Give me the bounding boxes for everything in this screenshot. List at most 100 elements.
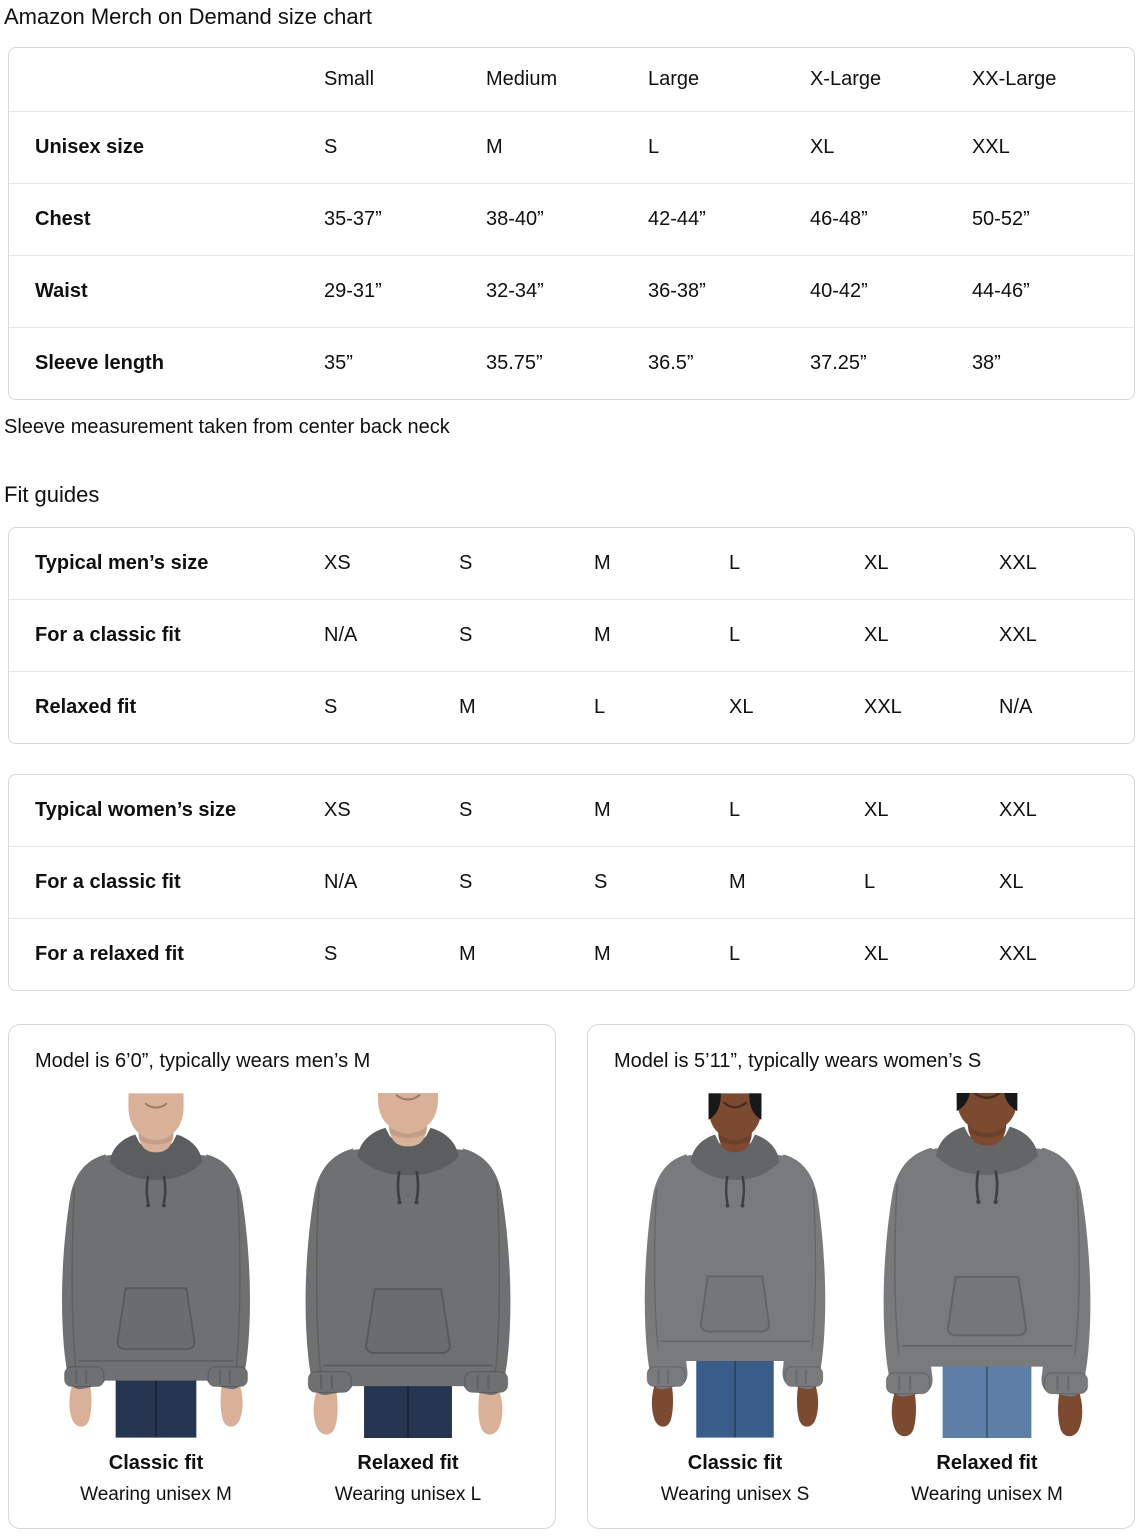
fit-guide-men-table-container: Typical men’s size XS S M L XL XXL For a… bbox=[8, 527, 1135, 744]
row-label: Waist bbox=[9, 255, 324, 328]
size-value: 37.25” bbox=[809, 327, 972, 399]
model-card-heading: Model is 6’0”, typically wears men’s M bbox=[35, 1050, 371, 1072]
model-card-women: Model is 5’11”, typically wears women’s … bbox=[587, 1024, 1135, 1529]
fit-value: M bbox=[594, 552, 611, 574]
size-value: L bbox=[647, 111, 810, 184]
fit-value: XL bbox=[999, 846, 1134, 919]
fit-value: M bbox=[459, 918, 594, 990]
fit-value: S bbox=[459, 846, 594, 919]
fit-value: S bbox=[324, 918, 459, 990]
model-figure-men-relaxed: Relaxed fit Wearing unisex L bbox=[285, 1093, 531, 1506]
wearing-size-label: Wearing unisex S bbox=[660, 1484, 810, 1505]
column-header-xx-large: XX-Large bbox=[971, 68, 1057, 90]
size-value: 32-34” bbox=[485, 255, 648, 328]
hoodie-model-illustration bbox=[612, 1093, 858, 1438]
fit-guide-women-table: Typical women’s size XS S M L XL XXL For… bbox=[9, 775, 1134, 990]
fit-guide-men-table: Typical men’s size XS S M L XL XXL For a… bbox=[9, 528, 1134, 743]
fit-value: S bbox=[459, 599, 594, 672]
fit-value: XXL bbox=[999, 799, 1037, 821]
size-value: S bbox=[324, 111, 486, 184]
row-label: Chest bbox=[9, 183, 324, 256]
size-value: 42-44” bbox=[647, 183, 810, 256]
fit-value: L bbox=[864, 846, 999, 919]
hoodie-model-illustration bbox=[33, 1093, 279, 1438]
fit-value: L bbox=[729, 599, 864, 672]
hoodie-model-illustration bbox=[285, 1093, 531, 1438]
column-header-x-large: X-Large bbox=[809, 68, 882, 90]
wearing-size-label: Wearing unisex L bbox=[334, 1484, 482, 1505]
fit-value: XXL bbox=[999, 552, 1037, 574]
fit-value: L bbox=[729, 918, 864, 990]
page-title: Amazon Merch on Demand size chart bbox=[4, 4, 373, 29]
table-row-women-relaxed-fit: For a relaxed fit S M M L XL XXL bbox=[9, 918, 1134, 990]
fit-value: XL bbox=[864, 599, 999, 672]
fit-value: M bbox=[459, 671, 594, 743]
size-value: XL bbox=[809, 111, 972, 184]
wearing-size-label: Wearing unisex M bbox=[911, 1484, 1063, 1505]
size-value: 36.5” bbox=[647, 327, 810, 399]
model-card-men: Model is 6’0”, typically wears men’s M C… bbox=[8, 1024, 556, 1529]
empty-header-cell bbox=[9, 48, 324, 112]
fit-value: N/A bbox=[999, 671, 1134, 743]
table-row-unisex-size: Unisex size S M L XL XXL bbox=[9, 111, 1134, 184]
model-figure-women-relaxed: Relaxed fit Wearing unisex M bbox=[864, 1093, 1110, 1506]
model-cards-row: Model is 6’0”, typically wears men’s M C… bbox=[8, 1024, 1135, 1529]
fit-value: XS bbox=[324, 799, 351, 821]
fit-value: L bbox=[594, 671, 729, 743]
size-value: M bbox=[485, 111, 648, 184]
size-value: 36-38” bbox=[647, 255, 810, 328]
size-value: 35” bbox=[324, 327, 486, 399]
fit-value: M bbox=[594, 599, 729, 672]
column-header-large: Large bbox=[647, 68, 700, 90]
table-row-men-classic-fit: For a classic fit N/A S M L XL XXL bbox=[9, 599, 1134, 672]
row-label: For a classic fit bbox=[9, 599, 324, 672]
fit-guide-women-table-container: Typical women’s size XS S M L XL XXL For… bbox=[8, 774, 1135, 991]
fit-value: M bbox=[729, 846, 864, 919]
table-row-women-classic-fit: For a classic fit N/A S S M L XL bbox=[9, 846, 1134, 919]
fit-type-label: Classic fit bbox=[687, 1452, 783, 1474]
fit-value: L bbox=[729, 552, 741, 574]
fit-guides-heading: Fit guides bbox=[4, 482, 100, 507]
fit-type-label: Relaxed fit bbox=[936, 1452, 1038, 1474]
model-figure-women-classic: Classic fit Wearing unisex S bbox=[612, 1093, 858, 1506]
fit-value: L bbox=[729, 799, 741, 821]
fit-value: N/A bbox=[324, 599, 459, 672]
row-label: Typical men’s size bbox=[35, 552, 209, 574]
fit-type-label: Relaxed fit bbox=[357, 1452, 459, 1474]
fit-value: XL bbox=[729, 671, 864, 743]
size-value: XXL bbox=[971, 111, 1134, 184]
fit-value: XL bbox=[864, 918, 999, 990]
row-label: For a relaxed fit bbox=[9, 918, 324, 990]
size-value: 38” bbox=[971, 327, 1134, 399]
row-label: For a classic fit bbox=[9, 846, 324, 919]
table-row-typical-mens-size: Typical men’s size XS S M L XL XXL bbox=[9, 528, 1134, 600]
fit-value: XS bbox=[324, 552, 351, 574]
fit-value: XL bbox=[864, 799, 889, 821]
size-value: 40-42” bbox=[809, 255, 972, 328]
column-header-small: Small bbox=[324, 68, 375, 90]
size-value: 35-37” bbox=[324, 183, 486, 256]
size-value: 38-40” bbox=[485, 183, 648, 256]
model-figure-men-classic: Classic fit Wearing unisex M bbox=[33, 1093, 279, 1506]
fit-value: XL bbox=[864, 552, 889, 574]
table-row-men-relaxed-fit: Relaxed fit S M L XL XXL N/A bbox=[9, 671, 1134, 743]
fit-value: S bbox=[459, 799, 473, 821]
row-label: Unisex size bbox=[9, 111, 324, 184]
fit-value: S bbox=[594, 846, 729, 919]
fit-value: M bbox=[594, 799, 611, 821]
column-header-medium: Medium bbox=[485, 68, 558, 90]
size-value: 50-52” bbox=[971, 183, 1134, 256]
fit-value: S bbox=[324, 671, 459, 743]
model-figures: Classic fit Wearing unisex M Relaxed fit… bbox=[23, 1093, 541, 1506]
table-row-chest: Chest 35-37” 38-40” 42-44” 46-48” 50-52” bbox=[9, 183, 1134, 256]
fit-value: XXL bbox=[999, 599, 1134, 672]
size-chart-table: Small Medium Large X-Large XX-Large Unis… bbox=[9, 48, 1134, 399]
size-chart-header-row: Small Medium Large X-Large XX-Large bbox=[9, 48, 1134, 112]
hoodie-model-illustration bbox=[864, 1093, 1110, 1438]
size-value: 29-31” bbox=[324, 255, 486, 328]
model-figures: Classic fit Wearing unisex S Relaxed fit… bbox=[602, 1093, 1120, 1506]
fit-value: M bbox=[594, 918, 729, 990]
table-row-typical-womens-size: Typical women’s size XS S M L XL XXL bbox=[9, 775, 1134, 847]
fit-value: S bbox=[459, 552, 473, 574]
